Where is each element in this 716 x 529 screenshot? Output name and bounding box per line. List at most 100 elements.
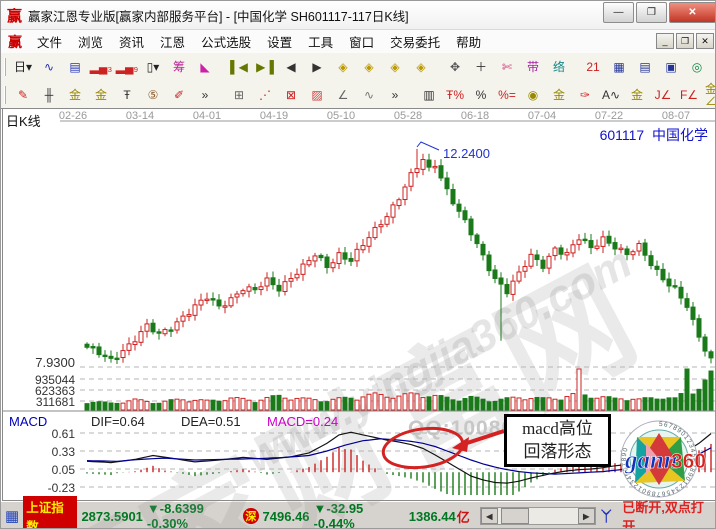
f-angle-icon[interactable]: F∠: [679, 87, 699, 102]
j-angle-icon[interactable]: J∠: [654, 87, 672, 102]
gold-grid-icon[interactable]: 金: [68, 87, 81, 102]
scrollbar-thumb[interactable]: [500, 508, 529, 524]
fan-box-icon[interactable]: ⊠: [285, 87, 297, 102]
logo-gann-text: gann: [624, 447, 678, 474]
band-tool-icon[interactable]: 带: [526, 60, 539, 74]
menu-item-5[interactable]: 设置: [267, 36, 293, 50]
trend-zigzag-icon[interactable]: ∿: [43, 60, 55, 74]
annotation-box[interactable]: macd高位 回落形态: [504, 414, 611, 467]
crosshair-icon[interactable]: ＋: [474, 60, 487, 74]
next-stock-icon[interactable]: ▶: [312, 60, 322, 74]
prev-stock-icon[interactable]: ◀: [286, 60, 296, 74]
index-value: 2873.5901: [81, 508, 143, 524]
print-icon[interactable]: ⊟: [710, 55, 715, 79]
amount-value: 1386.44: [408, 508, 456, 524]
snip-tool-icon[interactable]: ✄: [501, 60, 513, 74]
last-page-icon[interactable]: ▶▐: [256, 60, 274, 74]
kline-period-button[interactable]: 日▾: [13, 60, 33, 74]
quote-list-icon[interactable]: ▤: [69, 60, 81, 74]
restore-button[interactable]: ❐: [636, 2, 667, 23]
calendar-icon[interactable]: 21: [586, 60, 600, 74]
menu-item-1[interactable]: 浏览: [78, 36, 104, 50]
horizontal-scrollbar[interactable]: ◀ ▶: [479, 507, 596, 525]
more-tools-left-button[interactable]: »: [201, 87, 209, 102]
gann-diamond1-icon[interactable]: ◈: [338, 60, 348, 74]
panel-period-label: 日K线: [6, 114, 41, 129]
gann-diamond4-icon[interactable]: ◈: [416, 60, 426, 74]
t-percent-icon[interactable]: Ŧ%: [446, 87, 464, 102]
gann-diamond2-icon[interactable]: ◈: [364, 60, 374, 74]
scroll-right-button[interactable]: ▶: [577, 508, 595, 524]
menu-item-9[interactable]: 帮助: [456, 36, 482, 50]
app-logo-icon: 赢: [7, 7, 23, 25]
mdi-minimize-button[interactable]: _: [656, 33, 674, 49]
gann-diamond3-icon[interactable]: ◈: [390, 60, 400, 74]
minimize-button[interactable]: —: [603, 2, 634, 23]
gold-angle-icon[interactable]: 金∠: [705, 81, 716, 108]
chart-region[interactable]: 赢家财富网 www.yingjia360.com QQ:100800360 日K…: [2, 108, 716, 528]
macd-axis-label: 0.05: [51, 463, 75, 477]
gold-grid2-icon[interactable]: 金: [94, 87, 107, 102]
f-grid-icon[interactable]: Ŧ: [123, 87, 131, 102]
marker-pen-icon[interactable]: ✐: [173, 87, 185, 102]
chart-canvas[interactable]: [2, 108, 716, 499]
percent-icon[interactable]: %: [475, 87, 487, 102]
menu-item-7[interactable]: 窗口: [349, 36, 375, 50]
mdi-restore-button[interactable]: ❐: [676, 33, 694, 49]
ladder-grid-icon[interactable]: ╫: [44, 87, 54, 102]
scroll-left-button[interactable]: ◀: [480, 508, 498, 524]
menu-item-6[interactable]: 工具: [308, 36, 334, 50]
gold-bar-icon[interactable]: 金: [630, 87, 643, 102]
calculator-icon[interactable]: ▦: [613, 60, 625, 74]
index-change: ▼-8.6399 -0.30%: [146, 501, 204, 529]
shenzhen-value: 7496.46: [262, 508, 310, 524]
pan-hand-icon[interactable]: ✥: [449, 60, 461, 74]
fan-lines-icon[interactable]: ⋰: [259, 87, 271, 102]
wave-a-icon[interactable]: A∿: [601, 87, 621, 102]
shenzhen-badge[interactable]: 深: [243, 508, 259, 524]
menu-item-3[interactable]: 江恩: [160, 36, 186, 50]
market-grid-icon[interactable]: ▦: [5, 508, 20, 525]
web-icon[interactable]: ◎: [691, 60, 703, 74]
network-tool-icon[interactable]: 络: [552, 60, 565, 74]
mdi-close-button[interactable]: ✕: [696, 33, 714, 49]
date-label: 04-01: [192, 110, 222, 122]
angle-line-icon[interactable]: ∠: [337, 87, 349, 102]
volume-profile-icon[interactable]: ▥: [423, 87, 435, 102]
minute9-chart-icon[interactable]: ▂▄₉: [115, 60, 139, 74]
minute3-chart-icon[interactable]: ▂▄₃: [89, 60, 113, 74]
date-label: 05-10: [326, 110, 356, 122]
candle-style-button[interactable]: ▯▾: [146, 60, 160, 74]
grid-frame-icon[interactable]: ⊞: [233, 87, 245, 102]
close-button[interactable]: ✕: [669, 2, 715, 23]
volume-axis-label: 311681: [35, 395, 75, 409]
first-page-icon[interactable]: ▌◀: [230, 60, 248, 74]
annotation-arrow[interactable]: [463, 429, 505, 446]
macd-panel-label: MACD: [9, 414, 48, 429]
chip-distribution-icon[interactable]: 筹: [172, 60, 185, 74]
notepad-icon[interactable]: ▤: [639, 60, 651, 74]
wave-v-icon[interactable]: ∿: [363, 87, 375, 102]
spiral5-icon[interactable]: ⑤: [147, 87, 159, 102]
gold-circle-icon[interactable]: ◉: [527, 87, 539, 102]
date-label: 05-28: [393, 110, 423, 122]
menu-item-2[interactable]: 资讯: [119, 36, 145, 50]
shade-box-icon[interactable]: ▨: [311, 87, 323, 102]
more-tools-mid-button[interactable]: »: [391, 87, 399, 102]
logo-360-text: 360: [671, 450, 706, 473]
save-icon[interactable]: ▣: [665, 60, 677, 74]
color-mountain-icon[interactable]: ◣: [200, 60, 210, 74]
menu-item-4[interactable]: 公式选股: [201, 36, 252, 50]
menu-item-8[interactable]: 交易委托: [390, 36, 441, 50]
measure-brush-icon[interactable]: ✑: [579, 87, 591, 102]
brush-red-icon[interactable]: ✎: [17, 87, 29, 102]
titlebar: 赢 赢家江恩专业版[赢家内部服务平台] - [中国化学 SH601117-117…: [1, 1, 715, 30]
menu-item-0[interactable]: 文件: [37, 36, 63, 50]
gold-line-icon[interactable]: 金: [552, 87, 565, 102]
percent-line-icon[interactable]: %=: [498, 87, 516, 102]
volume-axis-label: 623363: [34, 384, 75, 398]
antenna-icon: [600, 509, 612, 523]
statusbar: ▦ 上证指数 2873.5901 ▼-8.6399 -0.30% 深 7496.…: [1, 496, 715, 529]
index-badge[interactable]: 上证指数: [23, 496, 78, 528]
date-label: 06-18: [460, 110, 490, 122]
